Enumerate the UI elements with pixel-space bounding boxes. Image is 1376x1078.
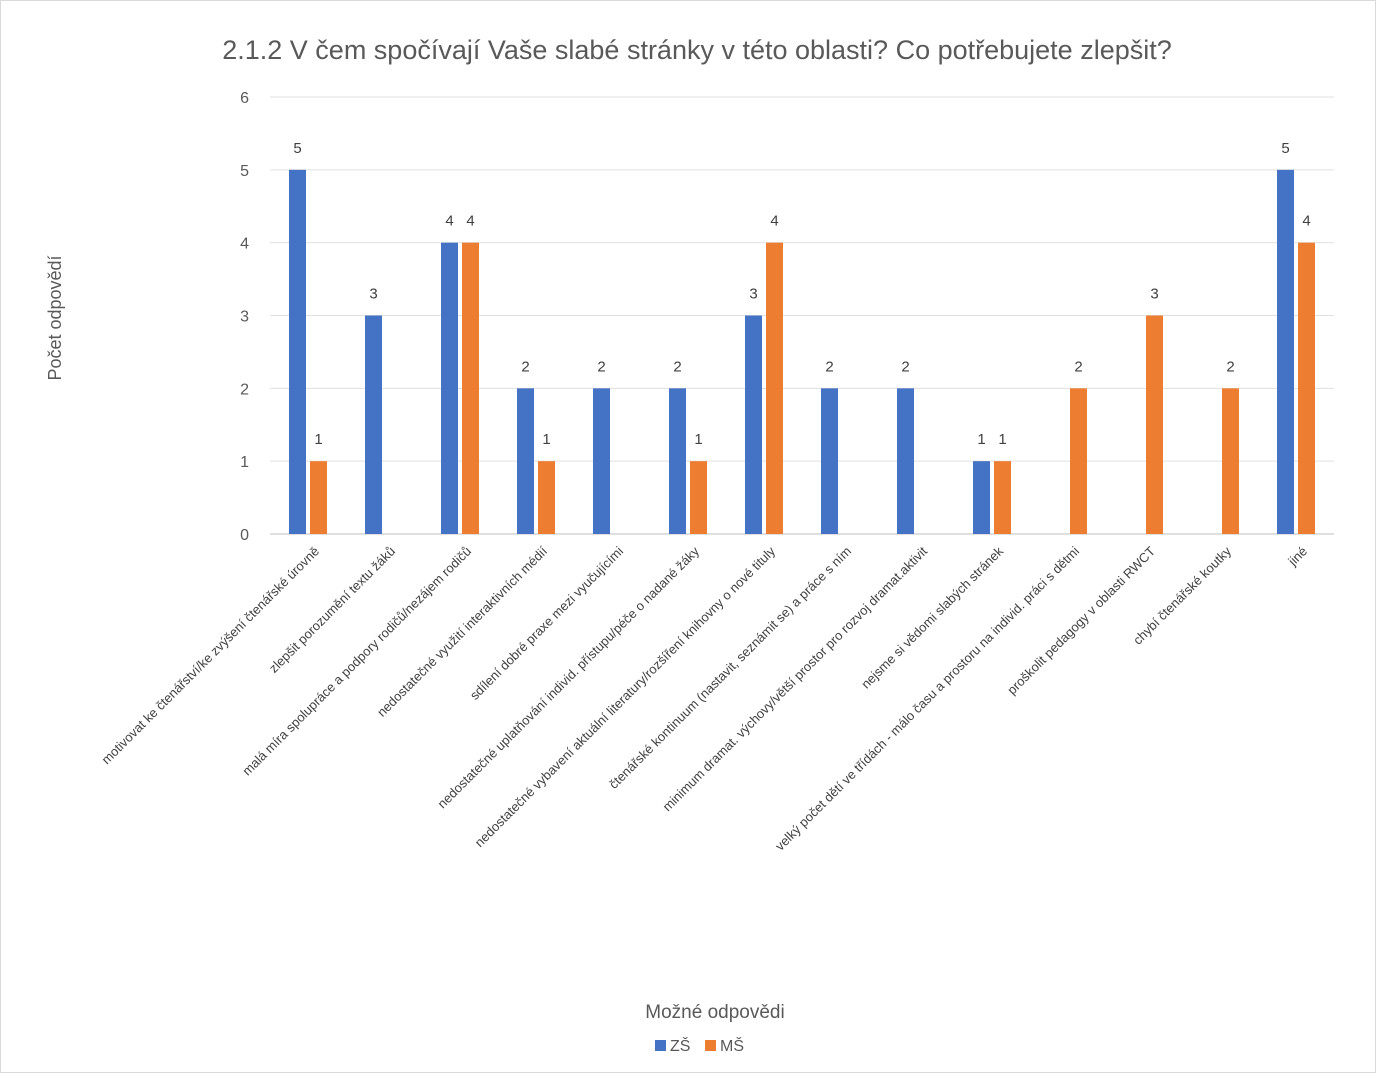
bar-ZŠ-10 [973, 461, 990, 534]
bar-MŠ-11 [1070, 388, 1087, 534]
bar-ZŠ-8 [821, 388, 838, 534]
bar-ZŠ-6 [669, 388, 686, 534]
data-label: 2 [673, 358, 681, 375]
bar-MŠ-6 [690, 461, 707, 534]
data-label: 4 [445, 213, 453, 230]
y-tick-label: 6 [240, 90, 249, 107]
bar-MŠ-1 [310, 461, 327, 534]
bars [289, 169, 1315, 535]
data-label: 3 [369, 286, 377, 303]
bar-MŠ-10 [994, 461, 1011, 534]
data-label: 2 [521, 358, 529, 375]
y-tick-label: 5 [240, 163, 249, 180]
data-label: 3 [749, 286, 757, 303]
data-label: 2 [597, 358, 605, 375]
bar-MŠ-14 [1298, 242, 1315, 534]
data-label: 4 [1302, 213, 1310, 230]
bar-MŠ-12 [1146, 315, 1163, 534]
y-tick-label: 3 [240, 309, 249, 326]
data-label: 5 [293, 140, 301, 157]
data-label: 1 [542, 431, 550, 448]
y-tick-label: 1 [240, 454, 249, 471]
bar-MŠ-3 [462, 242, 479, 534]
y-axis-title: Počet odpovědí [45, 255, 65, 380]
legend-label: MŠ [720, 1036, 744, 1055]
data-label: 2 [1074, 358, 1082, 375]
bar-MŠ-13 [1222, 388, 1239, 534]
legend: ZŠ MŠ [655, 1036, 744, 1055]
y-axis-ticks: 0 1 2 3 4 5 6 [240, 90, 249, 544]
bar-ZŠ-3 [441, 242, 458, 534]
data-label: 1 [694, 431, 702, 448]
data-label: 3 [1150, 286, 1158, 303]
data-label: 1 [314, 431, 322, 448]
bar-ZŠ-7 [745, 315, 762, 534]
data-label: 4 [466, 213, 474, 230]
data-label: 1 [998, 431, 1006, 448]
bar-ZŠ-14 [1277, 169, 1294, 535]
x-axis-title: Možné odpovědi [645, 1002, 784, 1023]
bar-ZŠ-9 [897, 388, 914, 534]
data-label: 5 [1281, 140, 1289, 157]
bar-ZŠ-2 [365, 315, 382, 534]
data-label: 2 [825, 358, 833, 375]
legend-swatch-ZŠ [655, 1040, 666, 1051]
legend-label: ZŠ [670, 1036, 690, 1055]
data-label: 2 [901, 358, 909, 375]
legend-swatch-MŠ [705, 1040, 716, 1051]
y-tick-label: 2 [240, 381, 249, 398]
bar-ZŠ-4 [517, 388, 534, 534]
y-tick-label: 0 [240, 527, 249, 544]
data-label: 1 [977, 431, 985, 448]
data-label: 4 [770, 213, 778, 230]
bar-MŠ-7 [766, 242, 783, 534]
chart-title: 2.1.2 V čem spočívají Vaše slabé stránky… [222, 35, 1172, 65]
data-label: 2 [1226, 358, 1234, 375]
y-tick-label: 4 [240, 236, 249, 253]
bar-ZŠ-5 [593, 388, 610, 534]
bar-MŠ-4 [538, 461, 555, 534]
bar-ZŠ-1 [289, 169, 306, 535]
